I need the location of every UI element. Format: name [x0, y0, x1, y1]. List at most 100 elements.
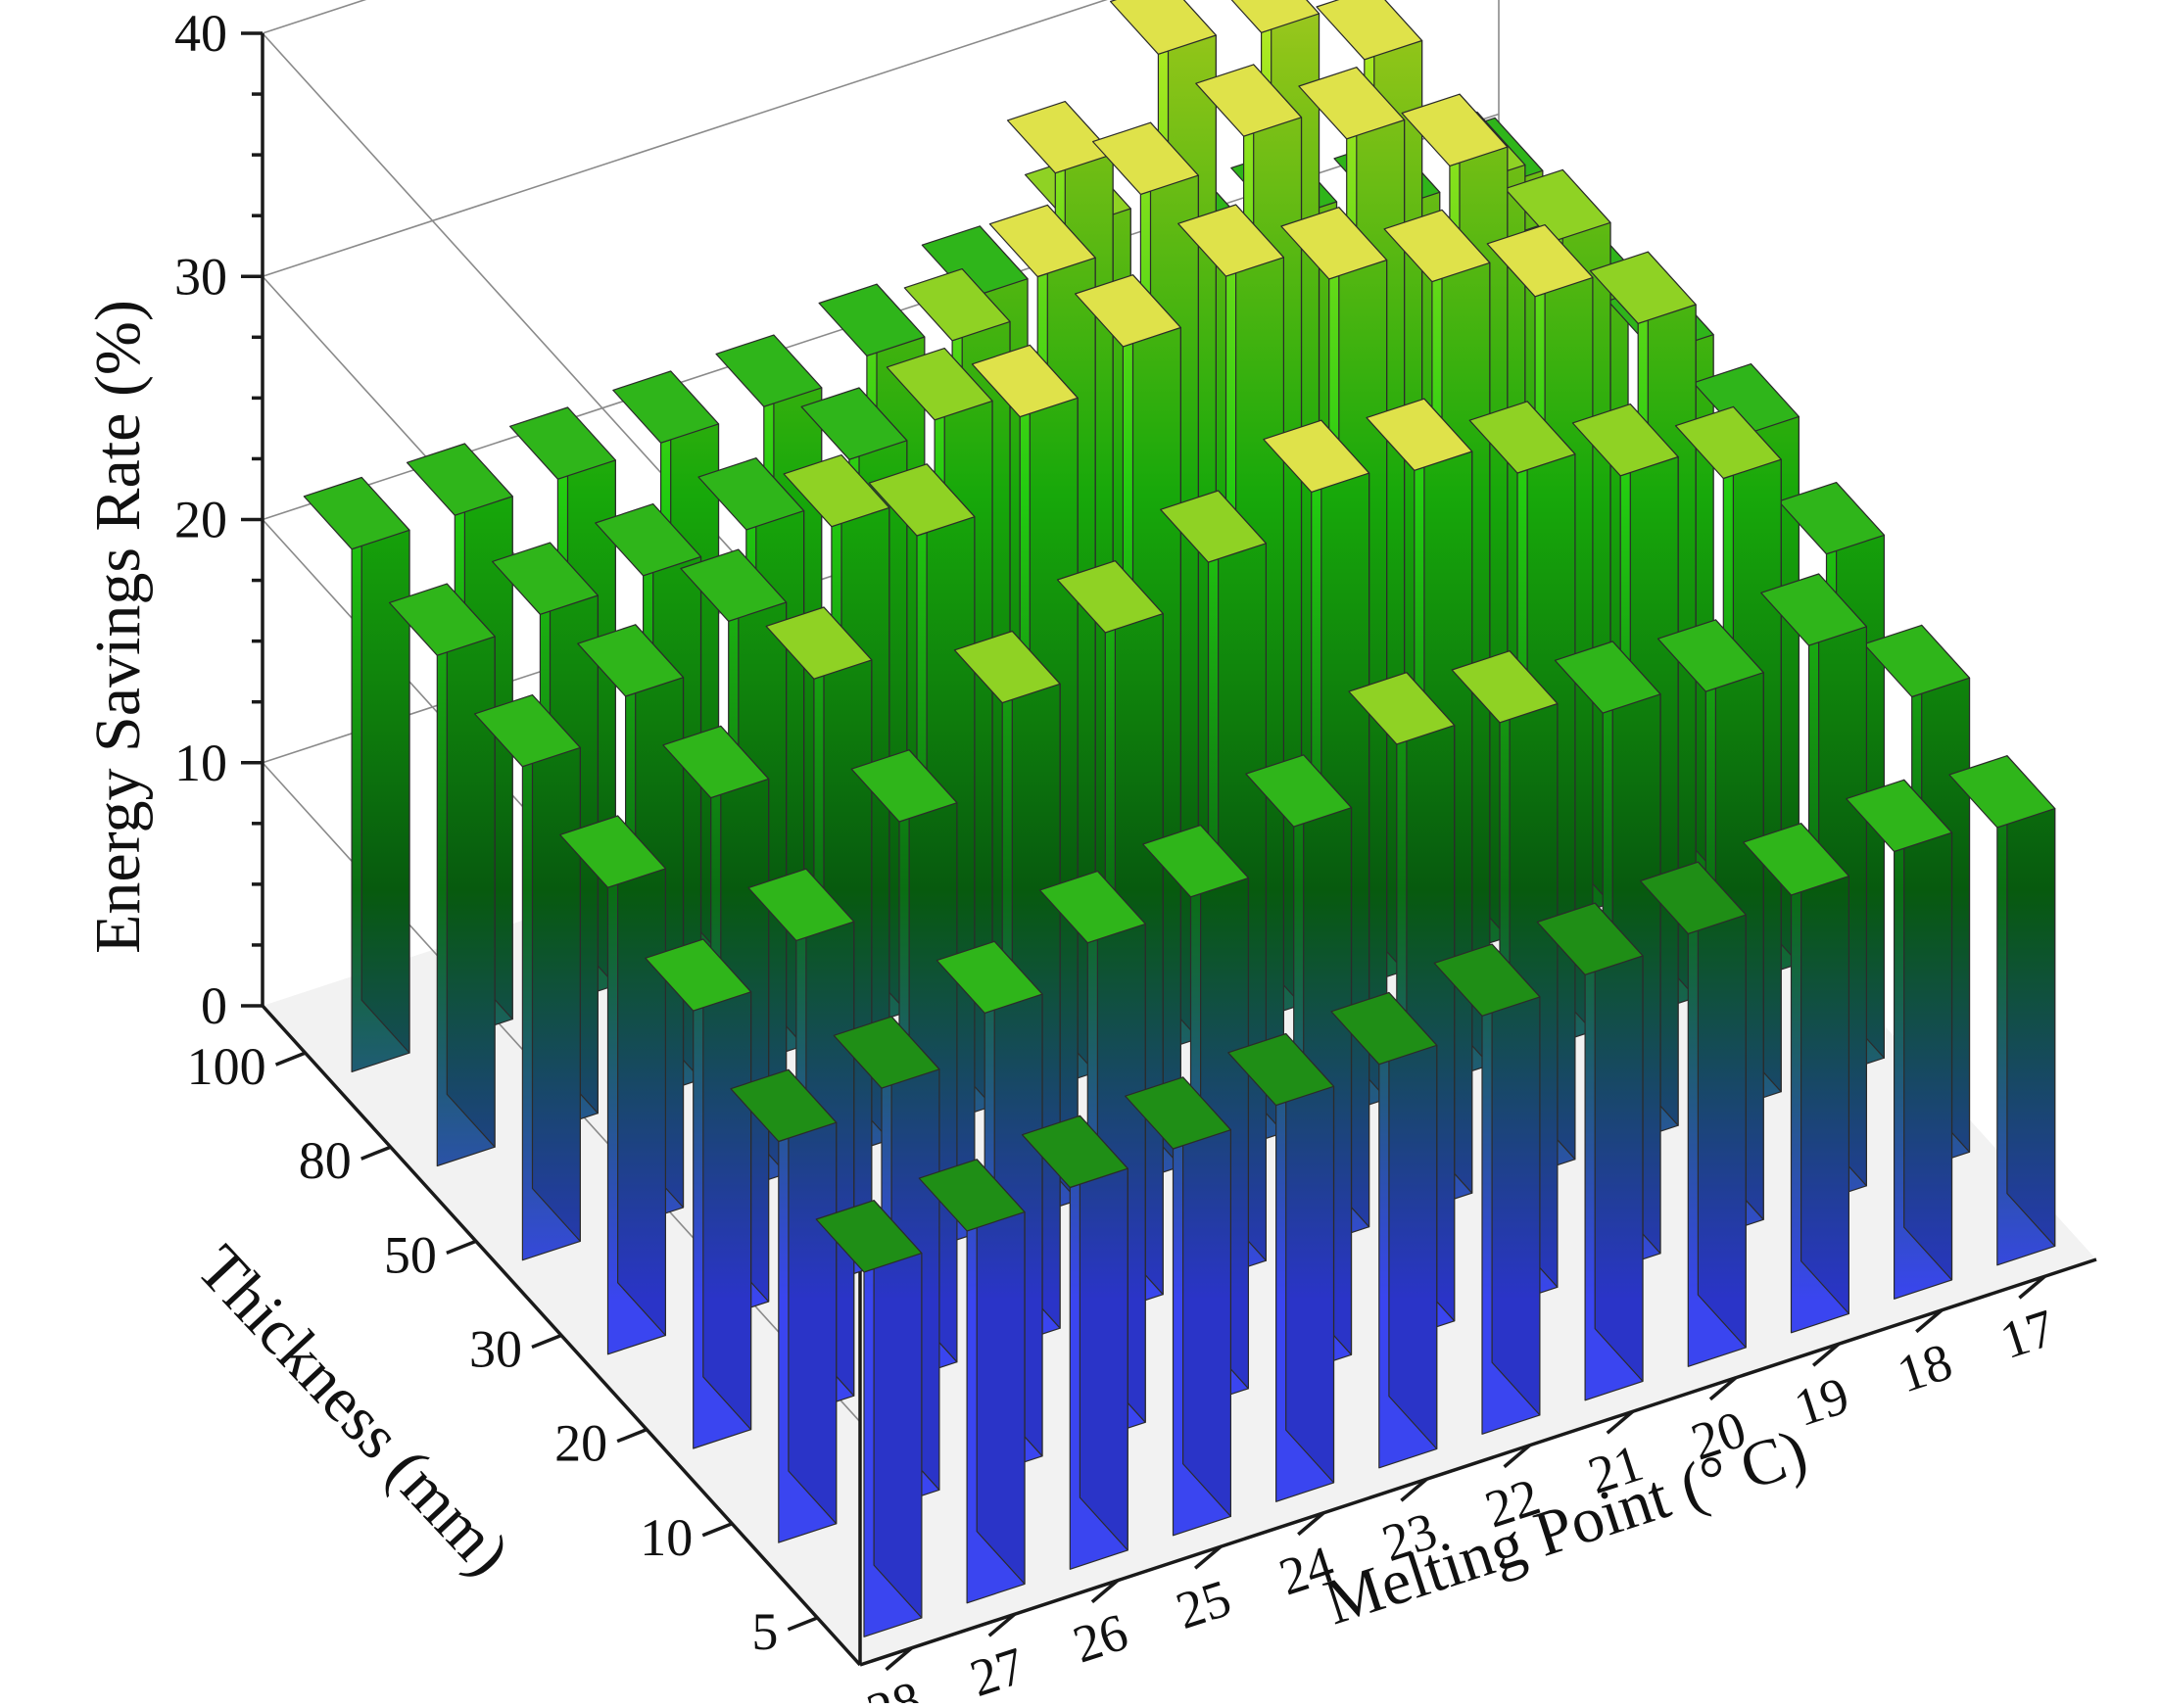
- melting-tick-label: 17: [1993, 1298, 2062, 1370]
- bar-top: [1263, 419, 1370, 493]
- bar-top: [818, 283, 926, 356]
- bar-side-face: [702, 938, 752, 1431]
- bar-top: [988, 204, 1096, 278]
- bar-side-face: [531, 693, 581, 1243]
- bar: [1536, 902, 1644, 1401]
- melting-tick-label: 28: [860, 1670, 929, 1703]
- z-tick-label: 30: [174, 247, 227, 306]
- thickness-tick-label: 5: [751, 1602, 778, 1661]
- bar-top: [1109, 0, 1217, 55]
- bar-top: [1589, 251, 1697, 324]
- thickness-tick: [701, 1522, 733, 1538]
- bar-side-face: [446, 583, 496, 1148]
- bar-top: [388, 583, 496, 656]
- bar: [1743, 823, 1850, 1334]
- melting-tick-label: 19: [1788, 1365, 1856, 1438]
- bar: [559, 815, 667, 1355]
- melting-tick: [1708, 1376, 1738, 1401]
- bar-top: [1571, 403, 1679, 477]
- bar: [1227, 1032, 1335, 1502]
- bar-top: [1639, 861, 1747, 935]
- bar-side-face: [1903, 779, 1953, 1281]
- bar-top: [850, 749, 958, 823]
- bar: [645, 938, 752, 1449]
- bar-top: [1778, 482, 1886, 555]
- z-axis-title: Energy Savings Rate (%): [82, 300, 154, 954]
- bar-top: [1195, 64, 1303, 137]
- bar-top: [1656, 619, 1764, 692]
- bar: [1639, 861, 1747, 1367]
- thickness-axis-title: Thickness (mm): [183, 1232, 523, 1589]
- bar-top: [1230, 0, 1320, 33]
- bar-top: [1433, 943, 1541, 1017]
- bar-top: [1330, 991, 1438, 1066]
- melting-tick-label: 25: [1170, 1568, 1238, 1640]
- bar-top: [1006, 100, 1114, 174]
- bar-top: [577, 624, 685, 697]
- bar-side-face: [1491, 943, 1541, 1416]
- bar-side-face: [360, 476, 410, 1054]
- melting-tick: [1193, 1544, 1223, 1570]
- bar: [1948, 755, 2056, 1266]
- bars: [303, 0, 2056, 1637]
- melting-tick: [987, 1612, 1016, 1637]
- bar-top: [903, 268, 1011, 342]
- bar-top: [406, 443, 513, 516]
- z-tick-label: 10: [174, 734, 227, 792]
- bar-top: [1177, 204, 1285, 277]
- bar-top: [953, 630, 1061, 704]
- thickness-tick-label: 50: [384, 1225, 437, 1284]
- melting-tick: [2018, 1274, 2046, 1300]
- bar-top: [815, 1200, 923, 1273]
- bar-top: [1348, 672, 1456, 745]
- bar-top: [800, 387, 908, 460]
- bar: [1330, 991, 1438, 1469]
- bar-top: [1142, 824, 1250, 898]
- bar: [1021, 1115, 1128, 1570]
- bar-top: [645, 938, 752, 1012]
- bar-top: [559, 815, 667, 888]
- bar: [1846, 779, 1953, 1300]
- z-tick-label: 20: [174, 491, 227, 549]
- bar-top: [1280, 207, 1388, 280]
- bar-side-face: [1800, 823, 1850, 1315]
- bar-top: [303, 476, 410, 550]
- bar-top: [1074, 274, 1181, 348]
- bar-side-face: [616, 815, 667, 1337]
- bar-side-face: [1594, 902, 1644, 1383]
- axes: [241, 31, 2097, 1672]
- bar-top: [1125, 1076, 1232, 1150]
- thickness-tick-label: 80: [299, 1131, 352, 1190]
- bar-top: [886, 348, 993, 421]
- bar-top: [1760, 573, 1868, 646]
- bar-top: [1674, 405, 1782, 480]
- melting-tick-label: 27: [963, 1636, 1032, 1703]
- bar-top: [1486, 224, 1594, 298]
- bar-top: [1366, 398, 1473, 471]
- bar-top: [918, 1159, 1026, 1232]
- bar-top: [492, 542, 599, 615]
- thickness-tick-label: 10: [640, 1508, 693, 1567]
- bar-top: [765, 606, 873, 680]
- bar-top: [833, 1016, 940, 1089]
- bar-top: [1743, 823, 1850, 896]
- bar-side-face: [1388, 991, 1438, 1450]
- thickness-tick: [274, 1051, 307, 1067]
- melting-tick-label: 26: [1066, 1602, 1134, 1675]
- bar-top: [1692, 363, 1800, 437]
- bar-top: [1038, 870, 1146, 944]
- thickness-tick: [616, 1428, 648, 1444]
- bar-top: [1451, 650, 1559, 724]
- bar-top: [1863, 624, 1971, 698]
- bar-top: [1468, 401, 1576, 474]
- bar-top: [508, 406, 616, 480]
- bar-top: [1056, 560, 1164, 634]
- bar-side-face: [1285, 1032, 1335, 1484]
- bar: [815, 1200, 923, 1637]
- bar-top: [1316, 0, 1423, 61]
- bar: [918, 1159, 1026, 1604]
- melting-tick: [1090, 1579, 1120, 1604]
- bar-top: [730, 1068, 838, 1143]
